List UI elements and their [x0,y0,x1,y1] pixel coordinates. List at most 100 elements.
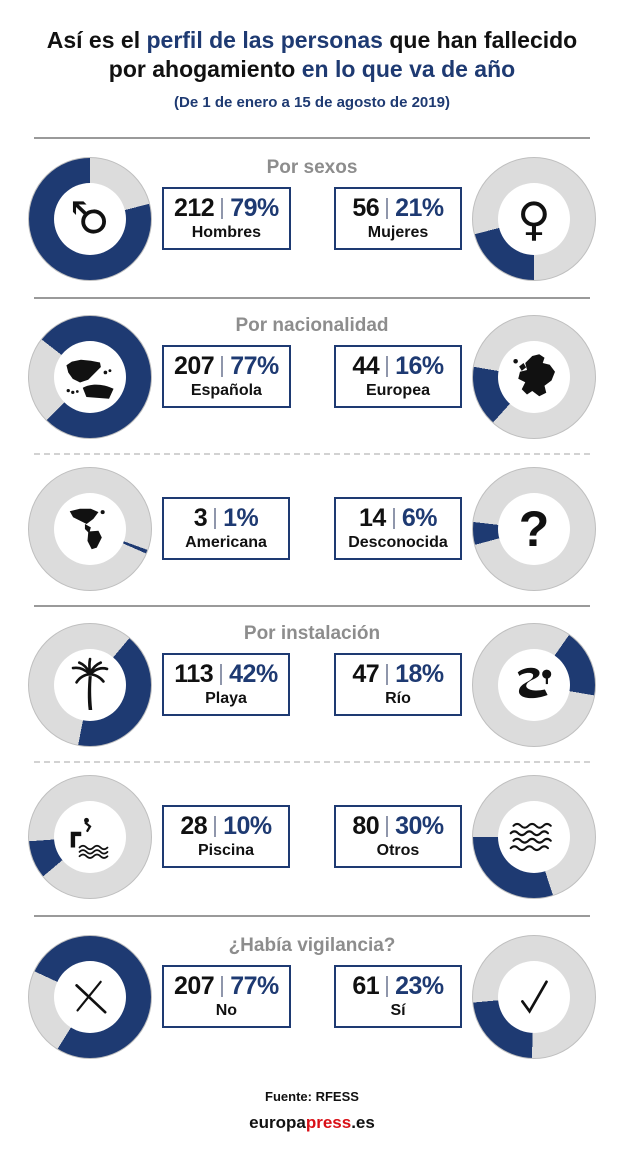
waves-icon [506,818,562,856]
count-value: 207 [174,352,215,381]
stat-box-americana: 3 1% Americana [162,497,290,561]
count-value: 28 [180,812,208,841]
stat-box-piscina: 28 10% Piscina [162,805,290,869]
female-icon: ♀ [517,191,551,246]
stat-values: 61 23% [346,972,450,1001]
stat-values: 212 79% [174,194,279,223]
stat-values: 47 18% [346,660,450,689]
percent-value: 18% [395,660,444,689]
source-credit: Fuente: RFESS [265,1088,359,1104]
stat-label: Desconocida [348,534,448,552]
stat-values: 3 1% [174,504,278,533]
value-separator [386,976,389,998]
americas-map-icon [63,504,117,554]
section-divider [34,296,590,299]
percent-value: 10% [223,812,272,841]
percent-value: 77% [230,972,279,1001]
stat-values: 14 6% [346,504,450,533]
count-value: 207 [174,972,215,1001]
percent-value: 6% [401,504,438,533]
stat-values: 113 42% [174,660,278,689]
row-sexos: Por sexos ♂ 212 79% Hombres 56 21% Mujeres… [0,156,624,281]
sub-divider-dashed [34,452,590,455]
stat-desconocida: 14 6% Desconocida ? [334,466,596,591]
value-separator [221,356,224,378]
row-nacionalidad-1: Por nacionalidad 207 77% Española 4 [0,314,624,439]
percent-value: 1% [223,504,259,533]
stat-label: Piscina [197,842,255,860]
value-separator [220,664,223,686]
europapress-logo: europapress.es [0,1113,624,1133]
brand-segment: europa [249,1112,306,1132]
stat-label: Otros [376,842,420,860]
stat-values: 44 16% [346,352,450,381]
stat-label: Playa [205,690,247,708]
river-icon [505,662,563,708]
section-divider [34,136,590,139]
donut-hombres: ♂ [28,156,152,281]
value-separator [386,356,389,378]
stat-values: 80 30% [346,812,450,841]
stat-values: 28 10% [174,812,278,841]
donut-espanola [28,314,152,439]
percent-value: 30% [395,812,444,841]
value-separator [386,664,389,686]
stat-no: 207 77% No [28,934,291,1059]
value-separator [392,508,395,530]
stat-box-desconocida: 14 6% Desconocida [334,497,462,561]
stat-values: 56 21% [346,194,450,223]
stat-box-playa: 113 42% Playa [162,653,290,717]
question-mark-icon: ? [518,500,550,557]
stat-box-no: 207 77% No [162,965,291,1029]
count-value: 3 [193,504,208,533]
stat-label: Sí [390,1002,406,1020]
donut-playa [28,622,152,747]
stat-piscina: 28 10% Piscina [28,774,290,899]
count-value: 113 [174,660,214,689]
percent-value: 79% [230,194,279,223]
stat-playa: 113 42% Playa [28,622,290,747]
stat-box-si: 61 23% Sí [334,965,462,1029]
row-vigilancia: ¿Había vigilancia? 207 77% No 61 23% Sí [0,934,624,1059]
europe-map-icon [506,351,562,403]
stat-espanola: 207 77% Española [28,314,291,439]
donut-europea [472,314,596,439]
value-separator [221,198,224,220]
title-segment-accent: perfil de las personas [146,27,383,53]
stat-hombres: ♂ 212 79% Hombres [28,156,291,281]
stat-values: 207 77% [174,972,279,1001]
spain-map-icon [61,352,119,402]
row-instalacion-2: 28 10% Piscina 80 30% Otros [0,774,624,899]
stat-box-hombres: 212 79% Hombres [162,187,291,251]
count-value: 56 [352,194,380,223]
donut-rio [472,622,596,747]
stat-mujeres: 56 21% Mujeres ♀ [334,156,596,281]
x-mark-icon [65,972,115,1022]
value-separator [386,198,389,220]
value-separator [386,816,389,838]
donut-piscina [28,774,152,899]
sub-divider-dashed [34,760,590,763]
page-title: Así es el perfil de las personas que han… [42,26,582,84]
donut-desconocida: ? [472,466,596,591]
brand-segment-red: press [305,1112,352,1132]
stat-values: 207 77% [174,352,279,381]
palm-tree-icon [65,656,115,714]
donut-otros [472,774,596,899]
stat-otros: 80 30% Otros [334,774,596,899]
brand-segment: .es [351,1112,375,1132]
stat-box-rio: 47 18% Río [334,653,462,717]
stat-box-otros: 80 30% Otros [334,805,462,869]
value-separator [214,508,217,530]
percent-value: 21% [395,194,444,223]
stat-box-espanola: 207 77% Española [162,345,291,409]
percent-value: 23% [395,972,444,1001]
count-value: 14 [359,504,386,533]
donut-americana [28,466,152,591]
percent-value: 42% [229,660,278,689]
stat-rio: 47 18% Río [334,622,596,747]
count-value: 47 [352,660,380,689]
stat-label: Mujeres [367,224,429,242]
pool-diving-board-icon [62,813,118,861]
